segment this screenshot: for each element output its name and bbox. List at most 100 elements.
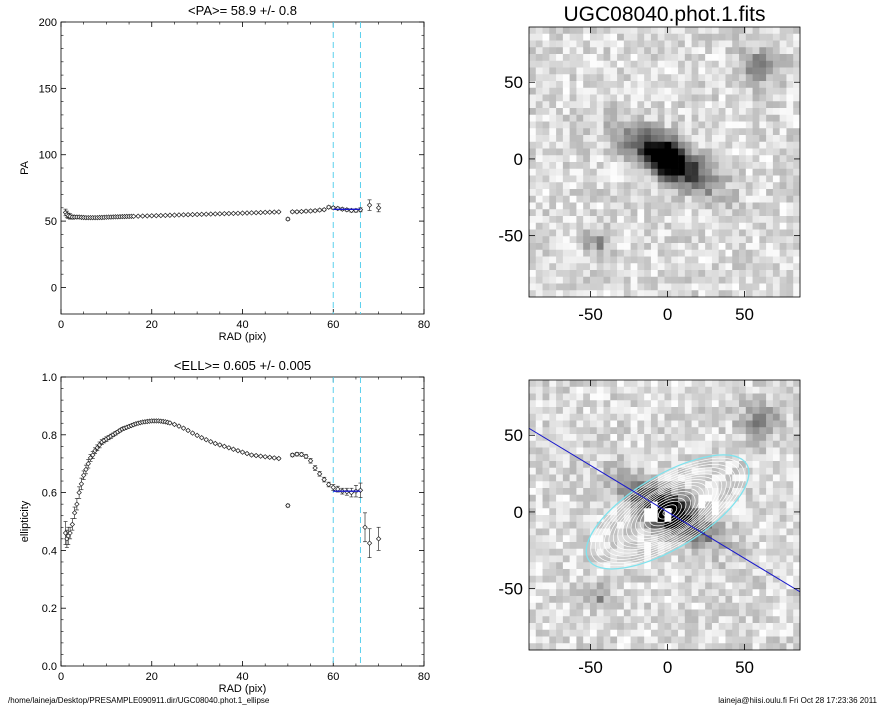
image-pixel — [684, 33, 692, 41]
image-pixel — [630, 589, 638, 597]
image-pixel — [684, 202, 692, 210]
image-pixel — [603, 440, 611, 448]
image-pixel — [610, 461, 618, 469]
image-pixel — [596, 148, 604, 156]
image-pixel — [725, 175, 733, 183]
image-pixel — [786, 33, 794, 41]
image-pixel — [657, 162, 665, 170]
image-pixel — [569, 474, 577, 482]
image-pixel — [596, 623, 604, 631]
image-pixel — [772, 420, 780, 428]
image-pixel — [711, 420, 719, 428]
image-pixel — [739, 643, 747, 651]
image-pixel — [779, 40, 787, 48]
image-pixel — [637, 67, 645, 75]
image-pixel — [542, 407, 550, 415]
image-pixel — [596, 440, 604, 448]
image-pixel — [576, 256, 584, 264]
image-pixel — [786, 501, 794, 509]
image-pixel — [732, 542, 740, 550]
image-pixel — [596, 501, 604, 509]
image-pixel — [549, 195, 557, 203]
image-pixel — [569, 434, 577, 442]
image-pixel — [529, 216, 537, 224]
image-pixel — [705, 380, 713, 388]
image-pixel — [698, 575, 706, 583]
data-point — [185, 212, 191, 218]
image-pixel — [684, 400, 692, 408]
image-pixel — [766, 629, 774, 637]
image-pixel — [589, 189, 598, 197]
image-pixel — [657, 548, 665, 556]
image-pixel — [529, 135, 537, 143]
image-pixel — [711, 589, 719, 597]
image-pixel — [705, 40, 713, 48]
image-pixel — [562, 501, 570, 509]
image-pixel — [562, 121, 570, 129]
image-pixel — [772, 555, 780, 563]
image-pixel — [671, 148, 679, 156]
image-pixel — [569, 508, 577, 516]
image-pixel — [745, 528, 753, 536]
image-pixel — [583, 175, 591, 183]
image-pixel — [596, 596, 604, 604]
image-pixel — [732, 420, 740, 428]
image-pixel — [752, 407, 760, 415]
image-pixel — [732, 535, 740, 543]
image-pixel — [610, 393, 618, 401]
image-pixel — [705, 94, 713, 102]
image-pixel — [562, 467, 570, 475]
y-tick-label: 50 — [45, 216, 57, 228]
image-pixel — [542, 481, 550, 489]
data-point — [180, 425, 187, 431]
image-pixel — [739, 440, 747, 448]
image-pixel — [725, 202, 733, 210]
image-pixel — [617, 616, 625, 624]
image-pixel — [664, 494, 672, 502]
image-pixel — [752, 440, 760, 448]
image-pixel — [596, 168, 604, 176]
image-pixel — [562, 290, 570, 298]
image-pixel — [637, 128, 645, 136]
image-pixel — [535, 501, 543, 509]
image-pixel — [671, 440, 679, 448]
image-pixel — [664, 542, 672, 550]
image-pixel — [786, 602, 794, 610]
image-pixel — [637, 582, 645, 590]
image-pixel — [562, 548, 570, 556]
image-pixel — [569, 461, 577, 469]
image-pixel — [691, 135, 699, 143]
image-pixel — [583, 461, 591, 469]
image-pixel — [664, 60, 672, 68]
image-pixel — [637, 222, 645, 230]
image-pixel — [678, 135, 686, 143]
image-pixel — [718, 222, 726, 230]
image-pixel — [556, 407, 564, 415]
image-pixel — [759, 440, 767, 448]
image-pixel — [535, 521, 543, 529]
image-pixel — [630, 67, 638, 75]
image-pixel — [650, 67, 659, 75]
image-pixel — [671, 121, 679, 129]
image-pixel — [617, 589, 625, 597]
image-pixel — [779, 393, 787, 401]
image-pixel — [664, 33, 672, 41]
image-pixel — [542, 434, 550, 442]
image-pixel — [630, 189, 638, 197]
image-pixel — [657, 290, 665, 298]
image-pixel — [739, 380, 747, 388]
image-pixel — [718, 209, 726, 217]
data-point — [189, 211, 196, 218]
image-pixel — [535, 27, 543, 35]
image-pixel — [644, 447, 652, 455]
image-pixel — [752, 216, 760, 224]
image-pixel — [562, 195, 570, 203]
image-pixel — [786, 616, 794, 624]
image-pixel — [657, 189, 665, 197]
image-pixel — [698, 602, 706, 610]
image-pixel — [542, 67, 550, 75]
image-pixel — [562, 33, 570, 41]
image-pixel — [725, 413, 733, 421]
image-pixel — [644, 508, 652, 516]
image-pixel — [576, 114, 584, 122]
